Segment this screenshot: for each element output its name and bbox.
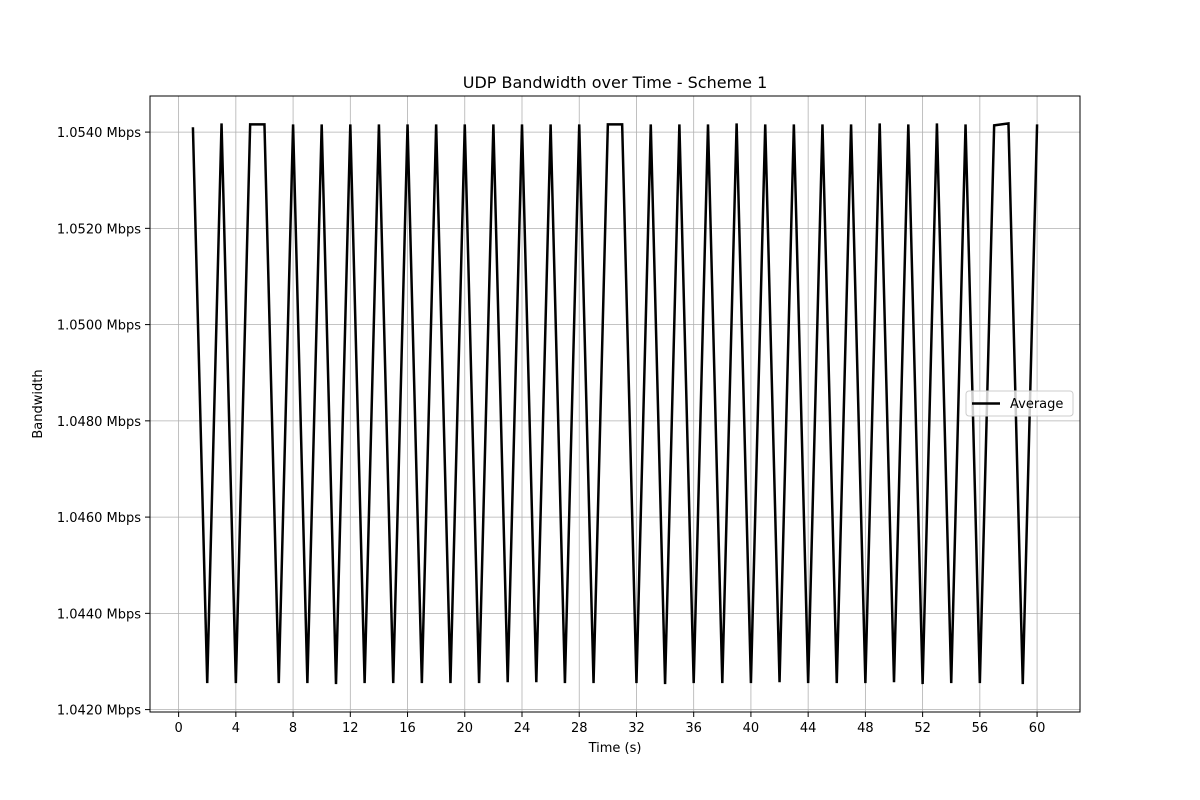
legend-label-average: Average: [1010, 397, 1063, 412]
x-tick-label: 28: [571, 721, 588, 736]
x-tick-label: 24: [514, 721, 531, 736]
x-tick-label: 8: [289, 721, 297, 736]
y-tick-label: 1.0520 Mbps: [57, 222, 141, 237]
y-tick-label: 1.0540 Mbps: [57, 126, 141, 141]
x-tick-label: 44: [800, 721, 817, 736]
y-tick-label: 1.0420 Mbps: [57, 704, 141, 719]
legend-box: [965, 390, 1074, 417]
y-tick-label: 1.0480 Mbps: [57, 415, 141, 430]
x-axis: 0 4 8 12 16 20 24 28 32 36 40 44 48 52 56 60: [174, 712, 1045, 736]
x-tick-label: 4: [232, 721, 240, 736]
x-tick-label: 12: [342, 721, 359, 736]
x-tick-label: 0: [174, 721, 182, 736]
x-tick-label: 56: [972, 721, 989, 736]
x-axis-title: Time (s): [588, 741, 642, 756]
x-tick-label: 60: [1029, 721, 1046, 736]
grid: [150, 96, 1080, 712]
x-tick-label: 36: [685, 721, 702, 736]
x-tick-label: 32: [628, 721, 645, 736]
plot-area-frame: [149, 95, 1081, 713]
chart-title: UDP Bandwidth over Time - Scheme 1: [463, 73, 768, 92]
y-axis: 1.0420 Mbps 1.0440 Mbps 1.0460 Mbps 1.0480 …: [57, 126, 150, 719]
x-tick-label: 48: [857, 721, 874, 736]
x-tick-label: 40: [743, 721, 760, 736]
x-tick-label: 16: [399, 721, 416, 736]
y-tick-label: 1.0460 Mbps: [57, 511, 141, 526]
legend: Average: [965, 390, 1074, 417]
x-tick-label: 52: [914, 721, 931, 736]
series-lines: [191, 122, 1039, 685]
y-tick-label: 1.0440 Mbps: [57, 607, 141, 622]
y-tick-label: 1.0500 Mbps: [57, 319, 141, 334]
y-axis-title: Bandwidth: [31, 369, 46, 438]
x-tick-label: 20: [456, 721, 473, 736]
series-line-average: [191, 122, 1039, 685]
